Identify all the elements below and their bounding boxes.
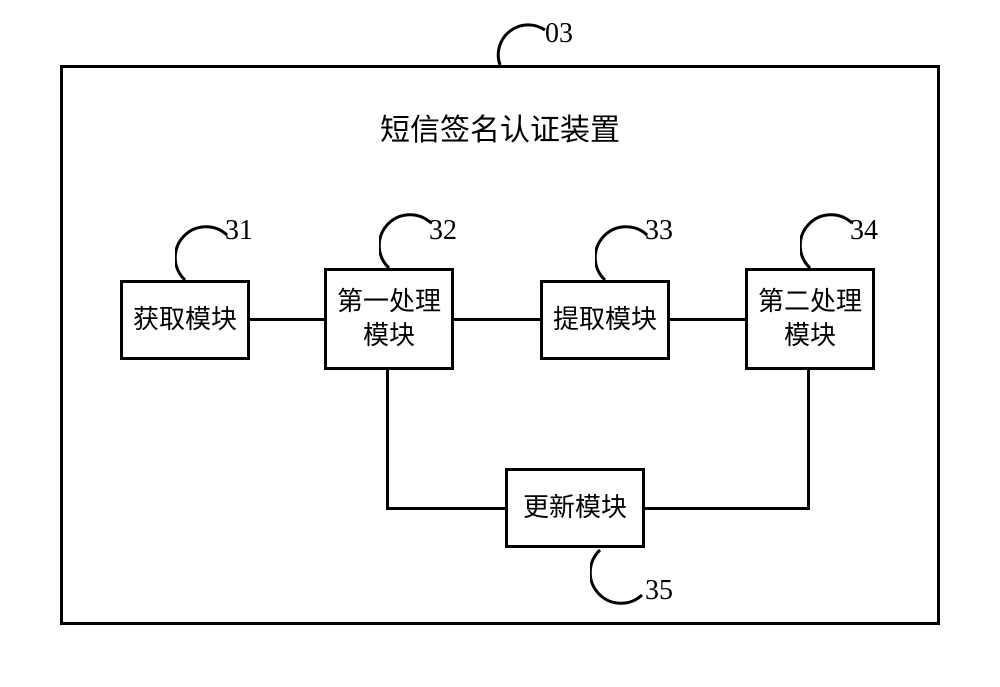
node-update-module: 更新模块 <box>505 468 645 548</box>
label-32: 32 <box>429 215 457 247</box>
node-acquire-module: 获取模块 <box>120 280 250 360</box>
connector-31-32 <box>250 318 324 321</box>
label-34: 34 <box>850 215 878 247</box>
connector-32-35-h <box>386 507 505 510</box>
diagram-title: 短信签名认证装置 <box>340 105 660 149</box>
connector-32-35-v <box>386 370 389 510</box>
node-second-process-module: 第二处理 模块 <box>745 268 875 370</box>
node-extract-module: 提取模块 <box>540 280 670 360</box>
label-03: 03 <box>545 18 573 50</box>
connector-34-35-h <box>645 507 810 510</box>
connector-32-33 <box>454 318 540 321</box>
label-31: 31 <box>225 215 253 247</box>
connector-34-35-v <box>807 370 810 510</box>
node-first-process-module: 第一处理 模块 <box>324 268 454 370</box>
label-33: 33 <box>645 215 673 247</box>
label-35: 35 <box>645 575 673 607</box>
connector-33-34 <box>670 318 745 321</box>
